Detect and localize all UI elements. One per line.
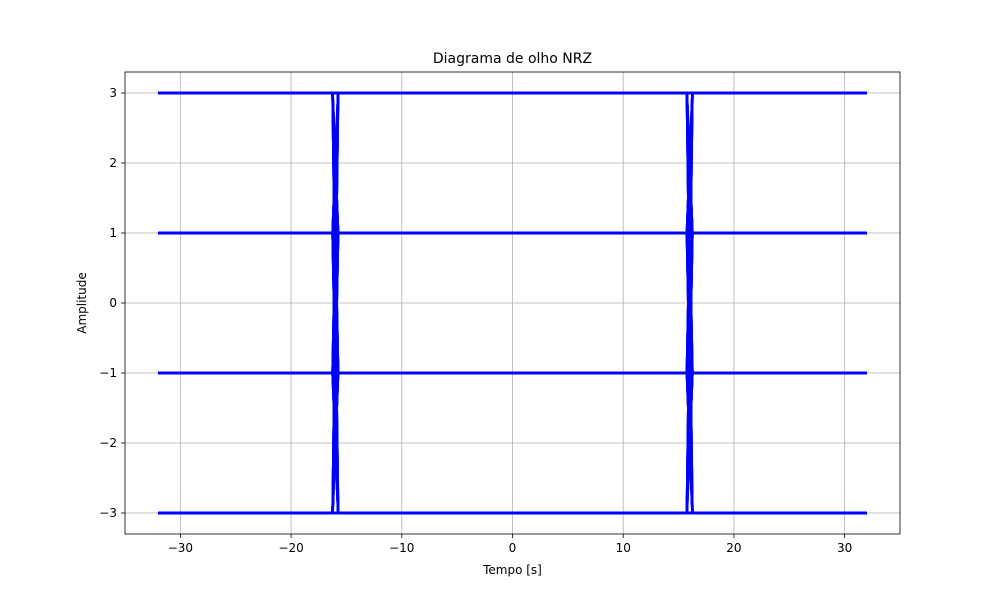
x-tick-label: −20	[278, 541, 303, 555]
y-tick-label: 1	[109, 226, 117, 240]
x-tick-label: 20	[726, 541, 741, 555]
y-tick-label: 3	[109, 86, 117, 100]
chart-title: Diagrama de olho NRZ	[433, 51, 592, 67]
x-tick-label: −30	[168, 541, 193, 555]
y-tick-label: −1	[99, 366, 117, 380]
eye-traces	[158, 91, 867, 515]
x-tick-label: −10	[389, 541, 414, 555]
y-tick-label: −2	[99, 436, 117, 450]
y-tick-label: −3	[99, 506, 117, 520]
x-tick-label: 0	[509, 541, 517, 555]
x-axis-label: Tempo [s]	[482, 563, 542, 577]
y-tick-label: 2	[109, 156, 117, 170]
y-axis-label: Amplitude	[75, 272, 89, 334]
x-tick-label: 30	[837, 541, 852, 555]
x-tick-label: 10	[616, 541, 631, 555]
y-tick-label: 0	[109, 296, 117, 310]
